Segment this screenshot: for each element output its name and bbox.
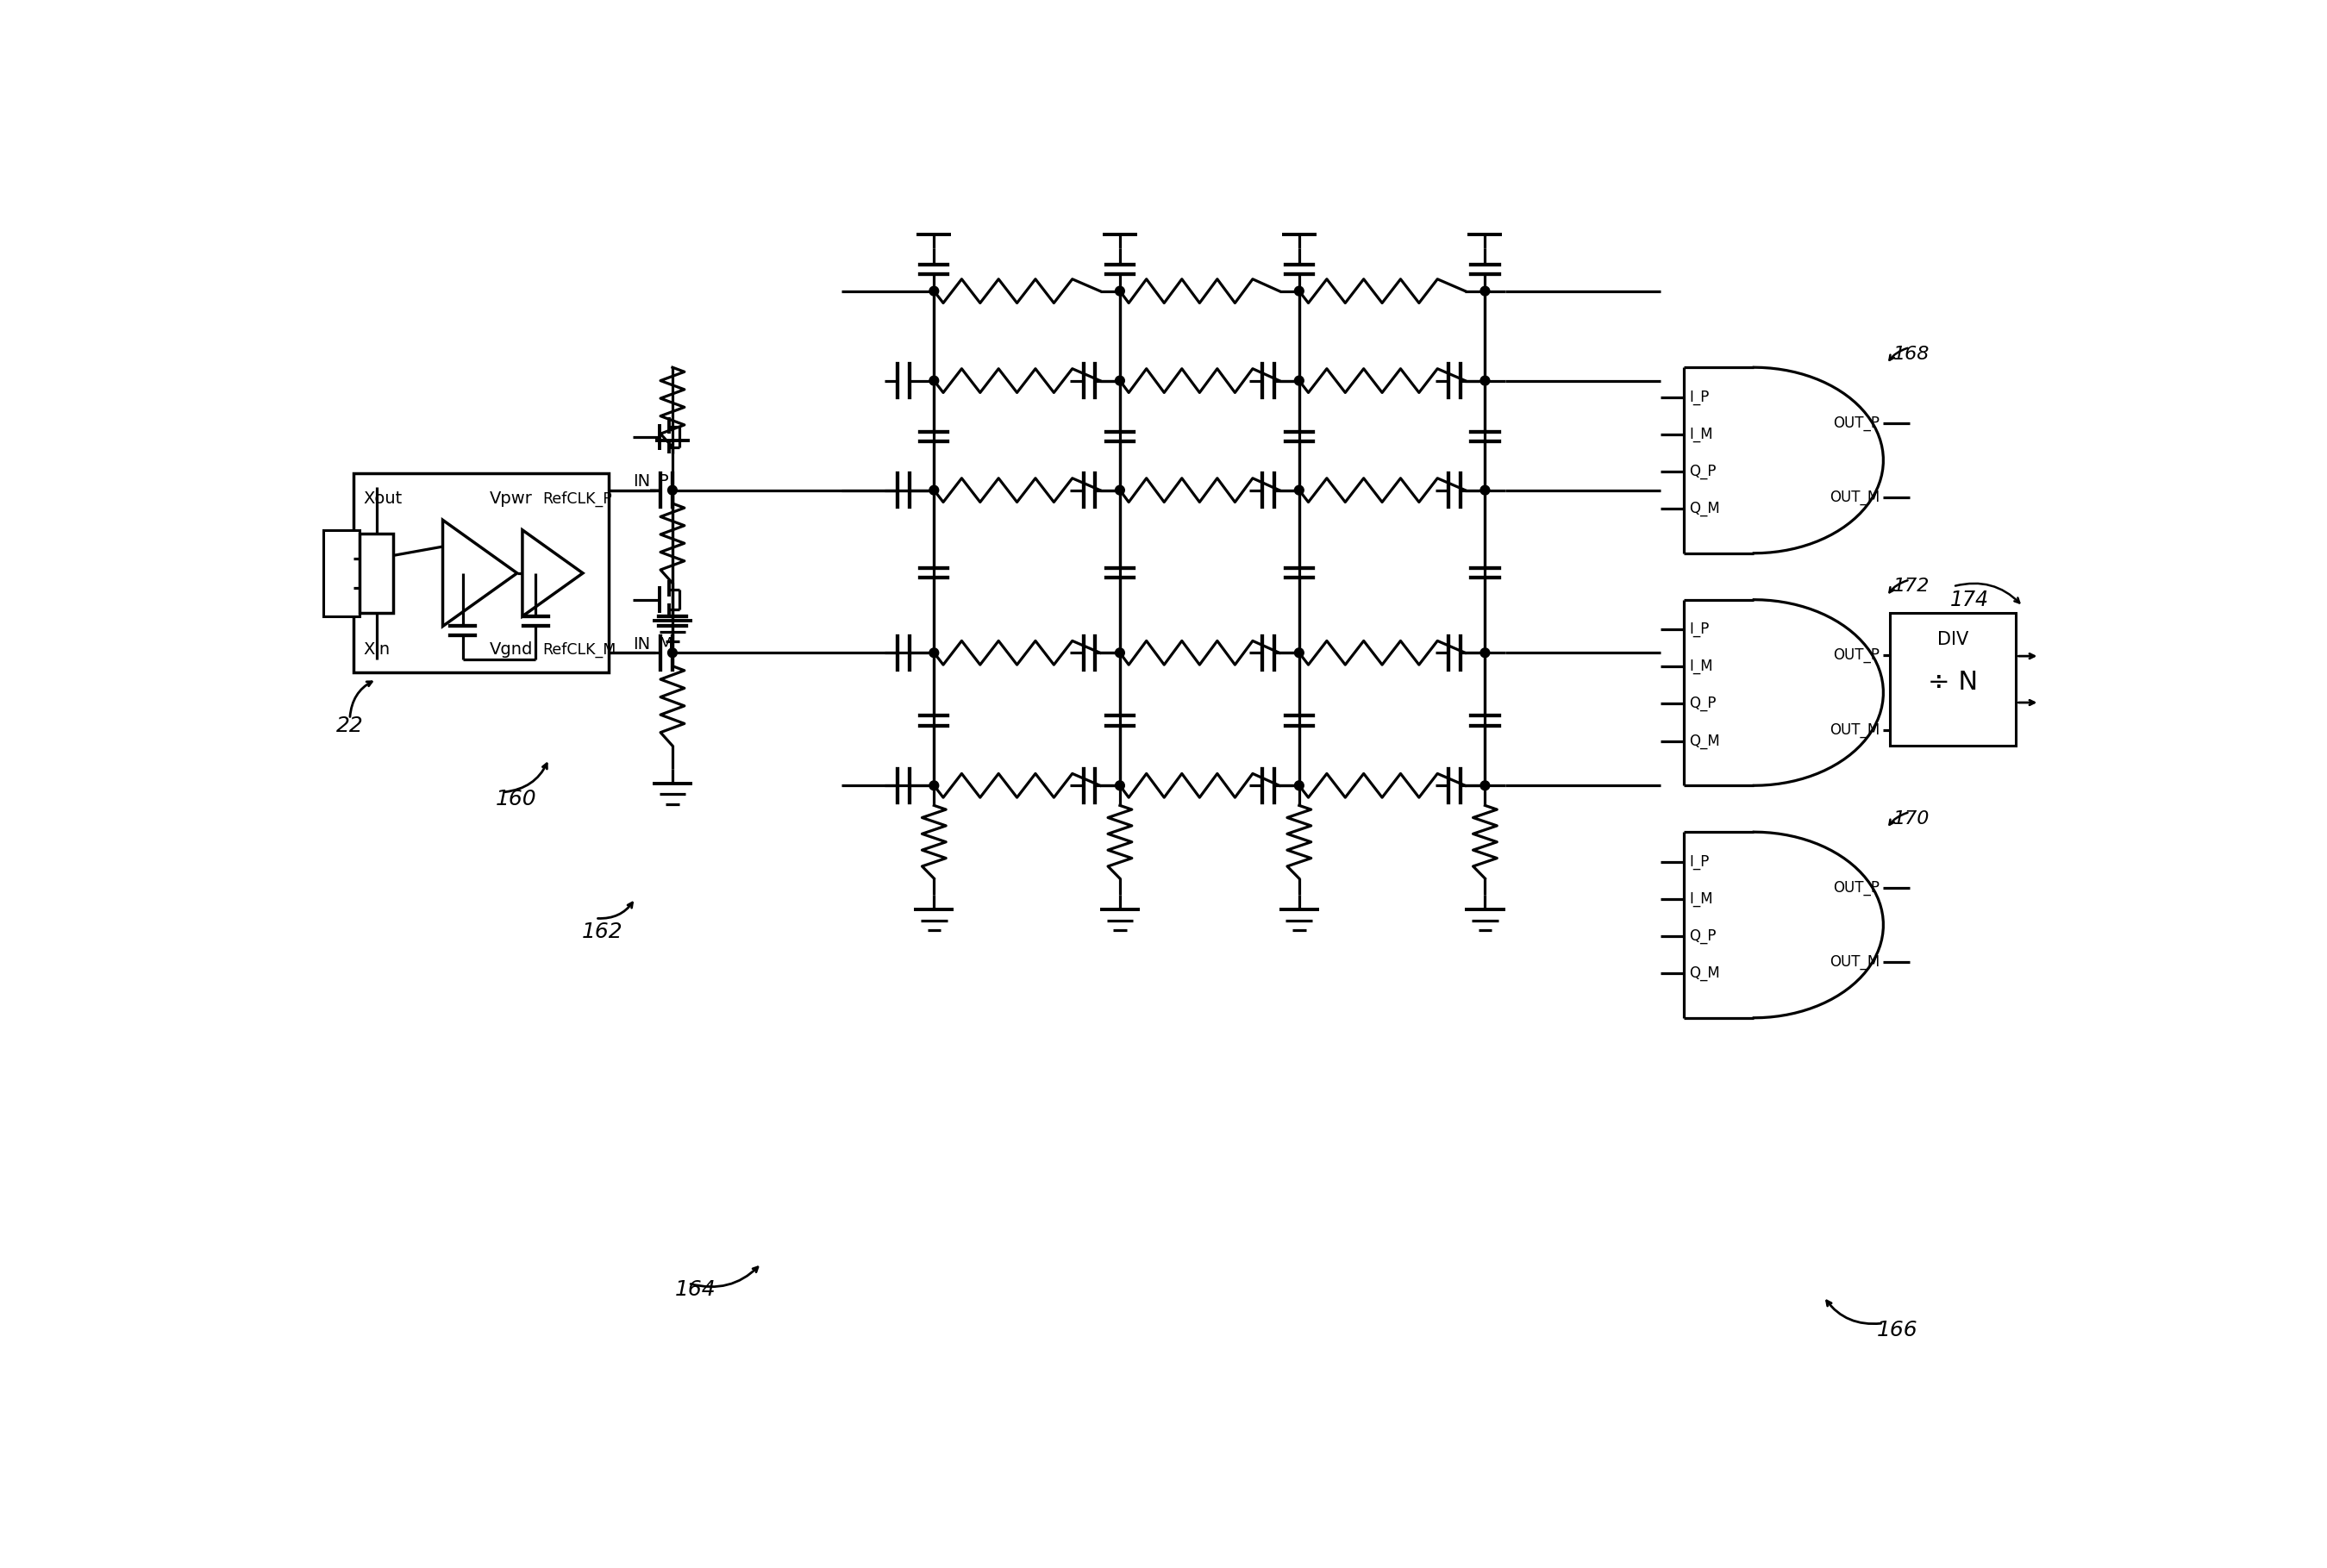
Text: 172: 172 xyxy=(1894,577,1929,594)
Circle shape xyxy=(928,648,938,657)
Text: 166: 166 xyxy=(1876,1319,1917,1341)
Circle shape xyxy=(1480,287,1489,296)
Text: 168: 168 xyxy=(1894,345,1929,362)
Text: 164: 164 xyxy=(675,1279,717,1300)
Text: 170: 170 xyxy=(1894,811,1929,828)
Text: I_M: I_M xyxy=(1689,659,1713,674)
Circle shape xyxy=(1480,376,1489,386)
Text: Vpwr: Vpwr xyxy=(489,491,533,506)
Text: Q_P: Q_P xyxy=(1689,464,1717,480)
Text: OUT_P: OUT_P xyxy=(1834,880,1880,895)
Text: OUT_M: OUT_M xyxy=(1829,955,1880,971)
Text: OUT_P: OUT_P xyxy=(1834,648,1880,663)
Text: Xout: Xout xyxy=(363,491,403,506)
Circle shape xyxy=(1294,287,1303,296)
Circle shape xyxy=(928,287,938,296)
Circle shape xyxy=(928,376,938,386)
Circle shape xyxy=(1480,486,1489,495)
Circle shape xyxy=(1115,781,1124,790)
Circle shape xyxy=(928,486,938,495)
Bar xyxy=(323,530,361,616)
Circle shape xyxy=(1115,486,1124,495)
Text: Q_P: Q_P xyxy=(1689,696,1717,712)
Circle shape xyxy=(1294,648,1303,657)
Text: I_P: I_P xyxy=(1689,621,1710,637)
Text: 160: 160 xyxy=(496,789,538,809)
Text: OUT_M: OUT_M xyxy=(1829,721,1880,737)
Circle shape xyxy=(928,781,938,790)
Text: IN_P: IN_P xyxy=(633,474,670,491)
Circle shape xyxy=(1115,376,1124,386)
Text: I_M: I_M xyxy=(1689,426,1713,442)
Text: 22: 22 xyxy=(337,715,363,735)
Text: RefCLK_P: RefCLK_P xyxy=(542,491,612,506)
Text: Q_M: Q_M xyxy=(1689,500,1720,516)
Text: Vgnd: Vgnd xyxy=(489,641,533,657)
Text: OUT_M: OUT_M xyxy=(1829,489,1880,505)
Text: I_P: I_P xyxy=(1689,855,1710,870)
Text: IN_M: IN_M xyxy=(633,637,673,652)
Circle shape xyxy=(1115,648,1124,657)
Bar xyxy=(354,474,610,673)
Circle shape xyxy=(1294,486,1303,495)
Text: RefCLK_M: RefCLK_M xyxy=(542,641,617,657)
Circle shape xyxy=(1294,781,1303,790)
Text: Q_M: Q_M xyxy=(1689,966,1720,982)
Circle shape xyxy=(1294,376,1303,386)
Text: Xin: Xin xyxy=(363,641,391,657)
Text: I_M: I_M xyxy=(1689,891,1713,906)
Text: Q_M: Q_M xyxy=(1689,734,1720,748)
Circle shape xyxy=(668,486,677,495)
Circle shape xyxy=(668,648,677,657)
Text: DIV: DIV xyxy=(1938,630,1969,648)
Bar xyxy=(1890,613,2015,746)
Text: I_P: I_P xyxy=(1689,389,1710,405)
Text: Q_P: Q_P xyxy=(1689,928,1717,944)
Text: ÷ N: ÷ N xyxy=(1929,670,1978,695)
Text: OUT_P: OUT_P xyxy=(1834,416,1880,431)
Circle shape xyxy=(1480,781,1489,790)
Bar xyxy=(361,533,393,613)
Circle shape xyxy=(1115,287,1124,296)
Circle shape xyxy=(1480,648,1489,657)
Text: 174: 174 xyxy=(1950,590,1990,610)
Text: 162: 162 xyxy=(582,922,624,942)
